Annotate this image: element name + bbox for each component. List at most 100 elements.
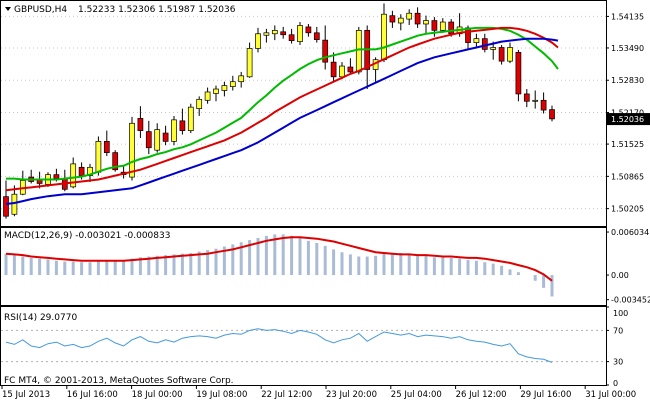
macd-tick-label: -0.003452 xyxy=(611,296,650,305)
candle-bull xyxy=(238,75,245,83)
candle-bull xyxy=(297,25,303,42)
price-panel xyxy=(0,0,607,227)
candle-bull xyxy=(229,81,236,87)
rsi-tick-label: 70 xyxy=(613,326,623,335)
candle-bull xyxy=(70,163,77,188)
rsi-panel xyxy=(0,306,607,386)
candle-bear xyxy=(305,26,312,34)
candle-bear xyxy=(498,47,505,62)
macd-title: MACD(12,26,9) -0.003021 -0.000833 xyxy=(4,231,170,241)
candle-bull xyxy=(473,38,480,43)
macd-tick-label: 0.00 xyxy=(611,271,629,280)
candle-bear xyxy=(414,12,421,25)
candle-bull xyxy=(95,141,102,173)
macd-layer xyxy=(4,234,554,297)
rsi-line xyxy=(5,328,553,363)
candle-bull xyxy=(423,20,429,25)
time-tick-label: 15 Jul 2013 xyxy=(2,390,50,400)
candle-bear xyxy=(162,132,169,142)
candle-bear xyxy=(280,31,287,36)
time-tick-label: 16 Jul 16:00 xyxy=(67,390,118,400)
candle-bear xyxy=(347,66,354,73)
candle-bear xyxy=(112,152,119,171)
candle-bear xyxy=(179,120,186,131)
rsi-tick-label: 0 xyxy=(613,379,618,388)
candle-bull xyxy=(255,33,261,49)
time-tick-label: 22 Jul 12:00 xyxy=(261,390,312,400)
candle-bull xyxy=(490,47,497,50)
candle-bull xyxy=(221,85,228,91)
candle-bear xyxy=(145,131,152,149)
candle-bull xyxy=(507,47,513,62)
time-tick-label: 19 Jul 08:00 xyxy=(196,390,247,400)
price-tick-label: 1.52170 xyxy=(611,109,644,118)
candle-bear xyxy=(330,61,337,78)
rsi-tick-label: 30 xyxy=(613,358,623,367)
rsi-layer xyxy=(1,328,606,363)
candle-bull xyxy=(397,17,404,24)
moving-averages xyxy=(5,26,559,205)
candle-bull xyxy=(213,88,219,94)
candle-bear xyxy=(137,118,144,131)
candle-bear xyxy=(515,52,522,95)
ma-line-1 xyxy=(5,26,559,192)
header-symbol: GBPUSD,H4 xyxy=(14,5,67,15)
candle-bull xyxy=(263,32,270,36)
footer-copyright: FC MT4, © 2001-2013, MetaQuotes Software… xyxy=(4,376,234,386)
candle-bear xyxy=(523,93,530,102)
price-tick-label: 1.50205 xyxy=(611,205,644,214)
candle-bull xyxy=(129,122,135,178)
rsi-tick-label: 100 xyxy=(613,309,628,318)
rsi-axis: 100 70 30 0 xyxy=(606,306,628,388)
macd-axis: 0.006034 0.00 -0.003452 xyxy=(606,228,650,305)
candle-bull xyxy=(406,12,413,20)
price-tick-label: 1.51525 xyxy=(611,140,644,149)
candle-bear xyxy=(313,32,320,40)
time-tick-label: 31 Jul 00:00 xyxy=(585,390,636,400)
candle-bull xyxy=(196,98,203,109)
macd-panel xyxy=(0,227,607,306)
candle-bear xyxy=(540,99,547,111)
current-price-box xyxy=(607,113,650,126)
candle-bear xyxy=(103,141,110,153)
time-tick-label: 29 Jul 16:00 xyxy=(520,390,571,400)
candle-bull xyxy=(439,21,446,31)
time-tick-label: 25 Jul 04:00 xyxy=(391,390,442,400)
price-axis: 1.54135 1.53490 1.52830 1.52170 1.51525 1.508… xyxy=(606,12,650,214)
macd-signal-line xyxy=(5,236,553,282)
time-tick-label: 23 Jul 20:00 xyxy=(326,390,377,400)
ma-line-0 xyxy=(6,26,559,181)
candle-bear xyxy=(3,196,9,217)
candle-bull xyxy=(11,193,18,215)
time-tick-label: 18 Jul 00:00 xyxy=(132,390,183,400)
time-tick-label: 26 Jul 12:00 xyxy=(456,390,507,400)
candle-bull xyxy=(381,13,387,61)
ma-line-2 xyxy=(5,37,559,205)
header-triangle-icon xyxy=(5,7,11,11)
candle-bull xyxy=(154,129,161,151)
current-price-label: 1.52036 xyxy=(611,115,644,124)
candle-bear xyxy=(322,39,329,63)
price-grid xyxy=(1,15,606,210)
candle-bull xyxy=(271,29,278,35)
candle-bear xyxy=(549,109,555,120)
rsi-title: RSI(14) 29.0770 xyxy=(4,313,77,323)
candle-bull xyxy=(171,119,177,142)
header-prices: 1.52233 1.52306 1.51987 1.52036 xyxy=(78,5,236,15)
price-tick-label: 1.54135 xyxy=(611,12,644,21)
candle-bear xyxy=(389,15,396,23)
candle-bear xyxy=(53,174,60,179)
candle-bull xyxy=(532,99,539,102)
candle-bear xyxy=(78,166,85,176)
candle-bear xyxy=(481,38,488,50)
candle-bear xyxy=(431,20,438,31)
candle-bear xyxy=(288,34,295,41)
time-axis: 15 Jul 2013 16 Jul 16:00 18 Jul 00:00 19 Ju… xyxy=(1,385,636,400)
candle-bull xyxy=(187,106,194,131)
candle-bull xyxy=(246,48,253,78)
macd-tick-label: 0.006034 xyxy=(611,228,649,237)
price-tick-label: 1.52830 xyxy=(611,76,644,85)
price-tick-label: 1.53490 xyxy=(611,44,644,53)
candle-bull xyxy=(339,65,345,78)
